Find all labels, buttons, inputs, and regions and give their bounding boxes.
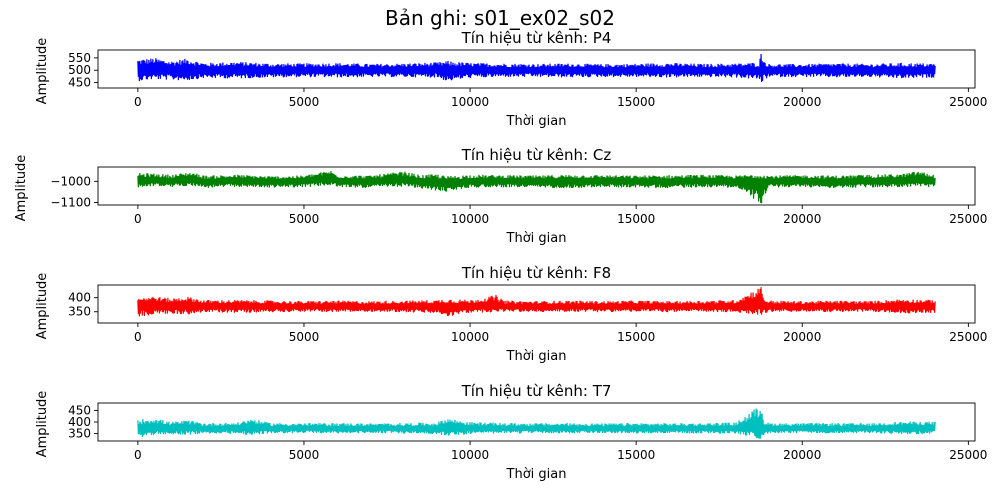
x-tick-label-3-4: 20000 bbox=[783, 448, 821, 462]
x-tick-label-0-2: 10000 bbox=[451, 95, 489, 109]
y-tick-label-1-0: −1000 bbox=[50, 174, 91, 188]
axes-frame-0 bbox=[97, 49, 976, 89]
y-axis-label-2: Amplitude bbox=[35, 273, 50, 340]
x-tick-label-2-2: 10000 bbox=[451, 330, 489, 344]
x-tick-label-0-5: 25000 bbox=[949, 95, 987, 109]
x-axis-label-0: Thời gian bbox=[506, 114, 567, 129]
x-axis-label-2: Thời gian bbox=[506, 349, 567, 364]
x-tick-label-2-3: 15000 bbox=[617, 330, 655, 344]
y-axis-label-0: Amplitude bbox=[35, 38, 50, 105]
y-tick-label-2-0: 400 bbox=[68, 291, 91, 305]
x-tick-label-1-4: 20000 bbox=[783, 212, 821, 226]
x-tick-label-1-5: 25000 bbox=[949, 212, 987, 226]
axes-frame-3 bbox=[97, 402, 976, 442]
x-tick-label-1-2: 10000 bbox=[451, 212, 489, 226]
x-tick-label-1-3: 15000 bbox=[617, 212, 655, 226]
y-axis-label-1: Amplitude bbox=[14, 155, 29, 222]
signal-line-0 bbox=[137, 53, 936, 82]
x-tick-label-3-5: 25000 bbox=[949, 448, 987, 462]
y-tick-label-0-1: 500 bbox=[68, 63, 91, 77]
x-tick-label-0-3: 15000 bbox=[617, 95, 655, 109]
x-tick-label-2-5: 25000 bbox=[949, 330, 987, 344]
y-tick-label-0-0: 450 bbox=[68, 76, 91, 90]
signal-line-3 bbox=[137, 408, 936, 439]
axes-frame-1 bbox=[97, 166, 976, 206]
y-tick-label-1-1: −1100 bbox=[50, 195, 91, 209]
x-tick-label-3-0: 0 bbox=[134, 448, 142, 462]
x-tick-label-3-2: 10000 bbox=[451, 448, 489, 462]
subplot-0: Tín hiệu từ kênh: P4 0 5000 10000 15000 20000… bbox=[35, 29, 987, 129]
x-tick-label-2-0: 0 bbox=[134, 330, 142, 344]
subplot-title-1: Tín hiệu từ kênh: Cz bbox=[461, 146, 612, 164]
x-tick-label-0-1: 5000 bbox=[289, 95, 320, 109]
x-tick-label-0-4: 20000 bbox=[783, 95, 821, 109]
x-tick-label-0-0: 0 bbox=[134, 95, 142, 109]
y-tick-label-3-0: 450 bbox=[68, 403, 91, 417]
subplot-title-2: Tín hiệu từ kênh: F8 bbox=[461, 264, 611, 282]
y-axis-label-3: Amplitude bbox=[35, 391, 50, 458]
y-tick-label-3-2: 350 bbox=[68, 427, 91, 441]
x-tick-label-3-1: 5000 bbox=[289, 448, 320, 462]
x-tick-label-2-4: 20000 bbox=[783, 330, 821, 344]
x-tick-label-3-3: 15000 bbox=[617, 448, 655, 462]
axes-frame-2 bbox=[97, 284, 976, 324]
x-tick-label-2-1: 5000 bbox=[289, 330, 320, 344]
subplot-2: Tín hiệu từ kênh: F8 0 5000 10000 15000 20000… bbox=[35, 264, 987, 364]
x-axis-label-3: Thời gian bbox=[506, 467, 567, 482]
x-axis-label-1: Thời gian bbox=[506, 231, 567, 246]
x-tick-label-1-1: 5000 bbox=[289, 212, 320, 226]
signal-line-2 bbox=[137, 287, 936, 317]
y-tick-label-2-1: 350 bbox=[68, 305, 91, 319]
subplot-title-3: Tín hiệu từ kênh: T7 bbox=[461, 382, 612, 400]
signal-line-1 bbox=[137, 171, 936, 204]
y-tick-label-0-2: 550 bbox=[68, 51, 91, 65]
y-tick-label-3-1: 400 bbox=[68, 415, 91, 429]
subplot-3: Tín hiệu từ kênh: T7 0 5000 10000 15000 20000… bbox=[35, 382, 987, 482]
figure-suptitle: Bản ghi: s01_ex02_s02 bbox=[384, 6, 615, 30]
subplot-title-0: Tín hiệu từ kênh: P4 bbox=[461, 29, 612, 47]
subplot-1: Tín hiệu từ kênh: Cz 0 5000 10000 15000 20000… bbox=[14, 146, 987, 246]
x-tick-label-1-0: 0 bbox=[134, 212, 142, 226]
